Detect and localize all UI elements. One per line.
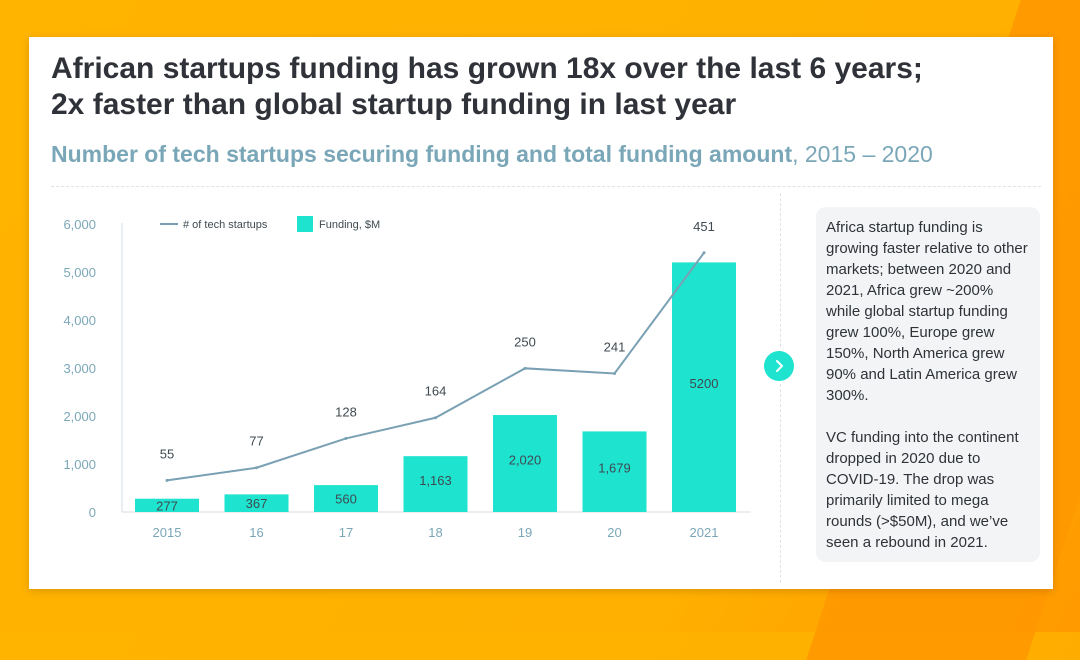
subtitle-bold: Number of tech startups securing funding… [51, 141, 793, 167]
y-axis: 0 1,000 2,000 3,000 4,000 5,000 6,000 [63, 217, 96, 520]
x-axis: 2015 16 17 18 19 20 2021 [153, 525, 719, 540]
startups-point [165, 478, 169, 482]
startups-value-label: 77 [249, 434, 263, 449]
funding-bar [493, 415, 557, 512]
startups-value-label: 164 [425, 384, 447, 399]
x-tick-label: 2015 [153, 525, 182, 540]
bar-value-label: 5200 [690, 376, 719, 391]
chevron-right-icon [776, 360, 783, 372]
point-labels: 55 77 128 164 250 241 451 [160, 219, 715, 482]
bar-value-label: 1,679 [598, 461, 631, 476]
x-tick-label: 17 [339, 525, 353, 540]
startups-point [434, 416, 437, 420]
bar-labels: 277 367 560 1,163 2,020 1,679 5200 [156, 376, 718, 513]
x-tick-label: 16 [249, 525, 263, 540]
funding-bar [582, 431, 647, 512]
y-tick-label: 5,000 [63, 265, 96, 280]
slide-card: African startups funding has grown 18x o… [29, 37, 1053, 589]
bar-value-label: 2,020 [509, 453, 542, 468]
y-tick-label: 4,000 [63, 313, 96, 328]
funding-bar [314, 485, 378, 512]
x-tick-label: 20 [607, 525, 621, 540]
chart-subtitle: Number of tech startups securing funding… [51, 140, 933, 168]
bar-value-label: 277 [156, 498, 178, 513]
bar-value-label: 1,163 [419, 473, 452, 488]
startups-point [344, 436, 348, 440]
startups-value-label: 250 [514, 334, 536, 349]
bars [135, 262, 736, 512]
startups-point [523, 366, 527, 370]
legend-bar-label: Funding, $M [319, 219, 380, 231]
legend: # of tech startups Funding, $M [160, 216, 380, 232]
funding-bar [224, 494, 289, 512]
funding-bar [135, 498, 199, 512]
y-tick-label: 3,000 [63, 361, 96, 376]
legend-line-label: # of tech startups [183, 219, 268, 231]
x-tick-label: 19 [518, 525, 532, 540]
header-divider [51, 186, 1041, 187]
startups-value-label: 451 [693, 219, 715, 234]
bar-value-label: 367 [246, 496, 268, 511]
subtitle-rest: , 2015 – 2020 [792, 141, 933, 167]
insight-paragraph-1: Africa startup funding is growing faster… [826, 219, 1028, 404]
startups-point [255, 466, 258, 470]
panel-divider [780, 193, 781, 583]
startups-point [702, 251, 706, 255]
y-tick-label: 6,000 [63, 217, 96, 232]
startups-value-label: 241 [604, 339, 626, 354]
x-tick-label: 2021 [690, 525, 719, 540]
next-arrow-button[interactable] [764, 351, 794, 381]
y-tick-label: 0 [89, 505, 96, 520]
y-tick-label: 2,000 [63, 409, 96, 424]
startups-value-label: 55 [160, 446, 174, 461]
page-title: African startups funding has grown 18x o… [51, 52, 923, 121]
funding-bar [403, 456, 468, 512]
legend-bar-swatch [297, 216, 313, 232]
y-tick-label: 1,000 [63, 457, 96, 472]
x-tick-label: 18 [428, 525, 442, 540]
funding-bar [672, 262, 736, 512]
insight-paragraph-2: VC funding into the continent dropped in… [826, 429, 1019, 551]
funding-chart: 0 1,000 2,000 3,000 4,000 5,000 6,000 277 367 56… [63, 216, 751, 540]
startups-value-label: 128 [335, 404, 357, 419]
startups-point [613, 371, 616, 375]
bar-value-label: 560 [335, 492, 357, 507]
insight-panel: Africa startup funding is growing faster… [816, 207, 1040, 562]
